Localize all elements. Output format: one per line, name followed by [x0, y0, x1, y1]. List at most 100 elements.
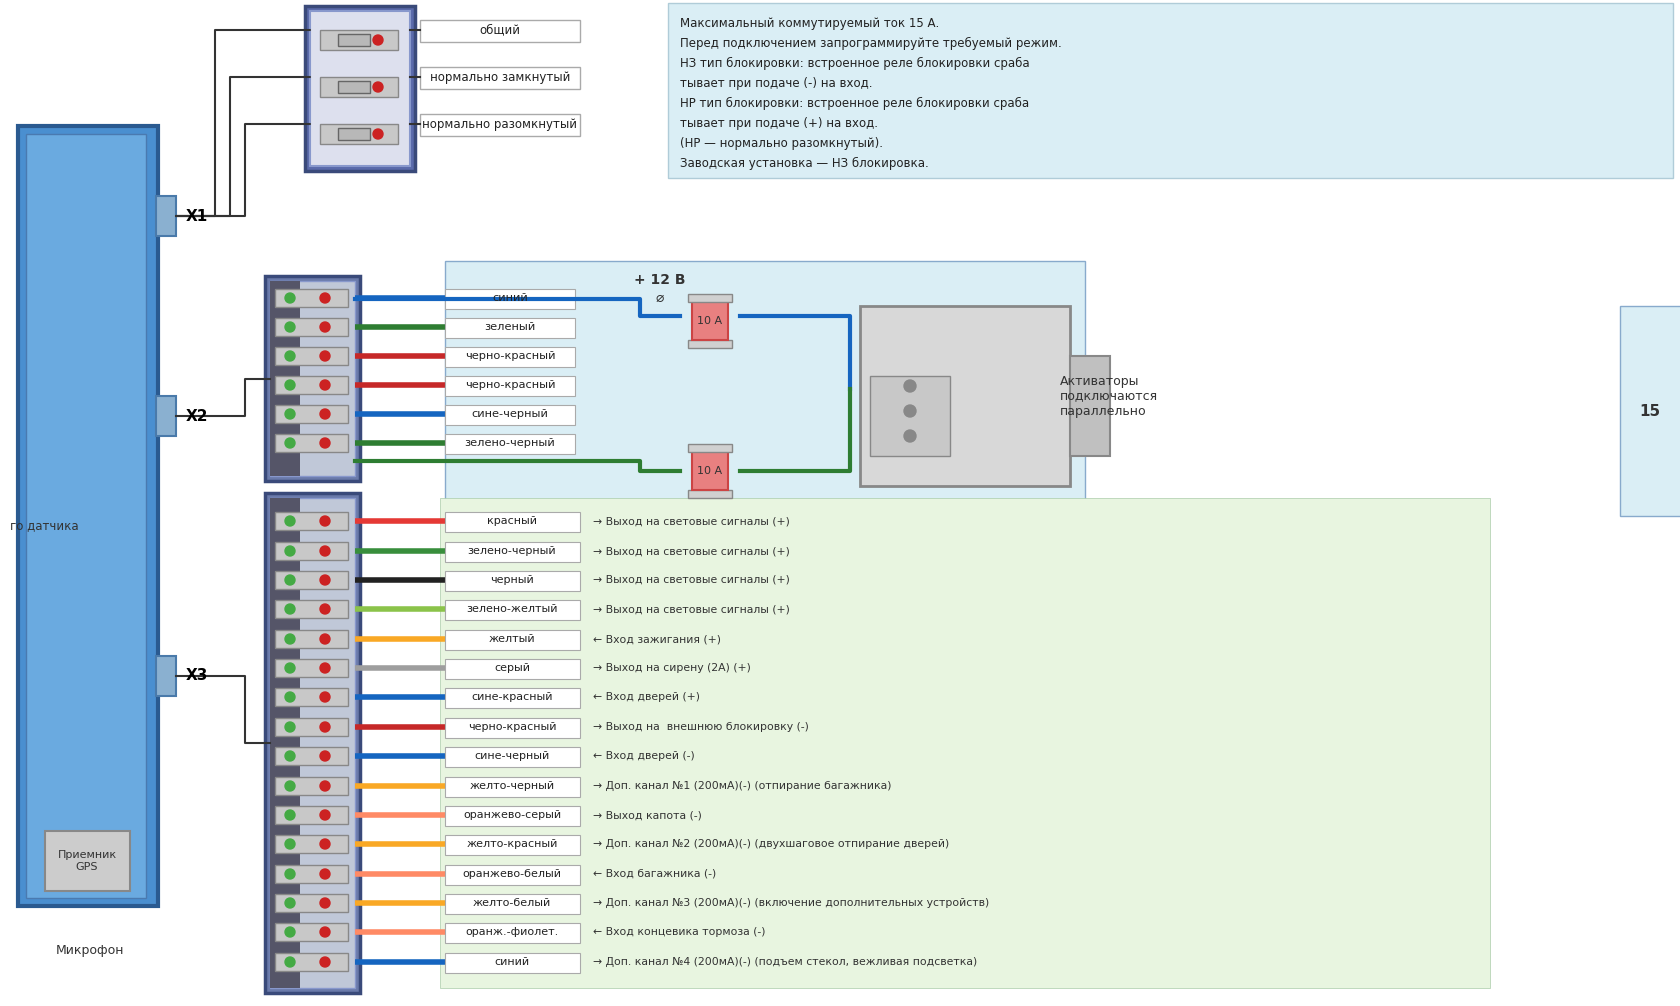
Bar [445, 630, 580, 650]
Circle shape [319, 634, 329, 644]
Circle shape [373, 35, 383, 45]
Text: желтый: желтый [489, 634, 534, 644]
Bar [276, 777, 348, 795]
Text: + 12 В: + 12 В [633, 273, 685, 287]
Bar [265, 493, 360, 993]
Text: НЗ тип блокировки: встроенное реле блокировки сраба: НЗ тип блокировки: встроенное реле блоки… [680, 57, 1030, 70]
Circle shape [286, 810, 294, 820]
Text: → Выход капота (-): → Выход капота (-) [593, 810, 702, 820]
Circle shape [319, 957, 329, 967]
Bar [276, 600, 348, 618]
Bar [420, 20, 580, 42]
Circle shape [904, 405, 916, 417]
Circle shape [319, 293, 329, 303]
Bar [276, 434, 348, 452]
Bar [45, 831, 129, 891]
Text: (НР — нормально разомкнутый).: (НР — нормально разомкнутый). [680, 137, 882, 150]
Text: общий: общий [479, 23, 521, 36]
Bar [156, 656, 176, 696]
Bar [276, 747, 348, 765]
Circle shape [286, 898, 294, 908]
Bar [445, 718, 580, 738]
Bar [338, 128, 370, 140]
Text: → Выход на  внешнюю блокировку (-): → Выход на внешнюю блокировку (-) [593, 722, 808, 732]
Bar [276, 923, 348, 941]
Bar [445, 347, 575, 367]
Bar [276, 571, 348, 589]
Circle shape [286, 604, 294, 614]
Text: синий: синий [492, 293, 528, 303]
Circle shape [286, 722, 294, 732]
Bar [860, 306, 1070, 486]
Circle shape [286, 957, 294, 967]
Bar [276, 659, 348, 677]
Bar [692, 300, 727, 340]
Text: сине-красный: сине-красный [470, 692, 553, 702]
Text: ← Вход багажника (-): ← Вход багажника (-) [593, 869, 716, 879]
Circle shape [319, 604, 329, 614]
Bar [276, 718, 348, 736]
Text: ← Вход дверей (+): ← Вход дверей (+) [593, 692, 699, 702]
Bar [445, 512, 580, 532]
Text: красный: красный [487, 516, 536, 526]
Circle shape [904, 430, 916, 442]
Bar [445, 923, 580, 943]
Text: черно-красный: черно-красный [464, 351, 554, 361]
Bar [420, 114, 580, 136]
Bar [870, 376, 949, 456]
Circle shape [286, 438, 294, 448]
Bar [319, 30, 398, 50]
Circle shape [286, 927, 294, 937]
Circle shape [286, 575, 294, 585]
Bar [270, 498, 354, 988]
Text: → Доп. канал №3 (200мА)(-) (включение дополнительных устройств): → Доп. канал №3 (200мА)(-) (включение до… [593, 898, 988, 908]
Circle shape [286, 869, 294, 879]
Bar [276, 318, 348, 336]
Circle shape [319, 663, 329, 673]
Circle shape [286, 322, 294, 332]
Circle shape [286, 839, 294, 849]
Text: нормально замкнутый: нормально замкнутый [430, 70, 570, 83]
Bar [445, 953, 580, 973]
Bar [445, 747, 580, 767]
Text: зелено-черный: зелено-черный [464, 438, 554, 448]
Bar [276, 376, 348, 394]
Text: серый: серый [494, 663, 529, 673]
Text: черный: черный [491, 575, 534, 585]
Circle shape [286, 380, 294, 390]
Bar [276, 542, 348, 560]
Circle shape [286, 546, 294, 556]
Circle shape [286, 293, 294, 303]
Bar [270, 498, 299, 988]
Bar [667, 3, 1672, 178]
Text: → Доп. канал №4 (200мА)(-) (подъем стекол, вежливая подсветка): → Доп. канал №4 (200мА)(-) (подъем стеко… [593, 957, 976, 967]
Text: 10 А: 10 А [697, 466, 722, 476]
Text: желто-красный: желто-красный [465, 839, 558, 849]
Bar [445, 289, 575, 309]
Bar [270, 281, 299, 476]
Circle shape [286, 692, 294, 702]
Text: X3: X3 [186, 669, 208, 683]
Circle shape [319, 751, 329, 761]
Text: го датчика: го датчика [10, 519, 79, 532]
Circle shape [286, 663, 294, 673]
Bar [445, 571, 580, 591]
Bar [445, 806, 580, 826]
Circle shape [319, 575, 329, 585]
Bar [445, 542, 580, 562]
Text: зелено-черный: зелено-черный [467, 546, 556, 556]
Circle shape [319, 898, 329, 908]
Bar [687, 294, 731, 302]
Text: желто-белый: желто-белый [472, 898, 551, 908]
Bar [445, 835, 580, 855]
Circle shape [286, 516, 294, 526]
Bar [445, 434, 575, 454]
Bar [309, 11, 410, 166]
Text: сине-черный: сине-черный [472, 409, 548, 420]
Bar [440, 498, 1488, 988]
Text: Активаторы
подключаются
параллельно: Активаторы подключаются параллельно [1060, 374, 1158, 417]
Bar [276, 806, 348, 824]
Text: Заводская установка — НЗ блокировка.: Заводская установка — НЗ блокировка. [680, 157, 927, 170]
Bar [445, 405, 575, 425]
Text: тывает при подаче (-) на вход.: тывает при подаче (-) на вход. [680, 77, 872, 90]
